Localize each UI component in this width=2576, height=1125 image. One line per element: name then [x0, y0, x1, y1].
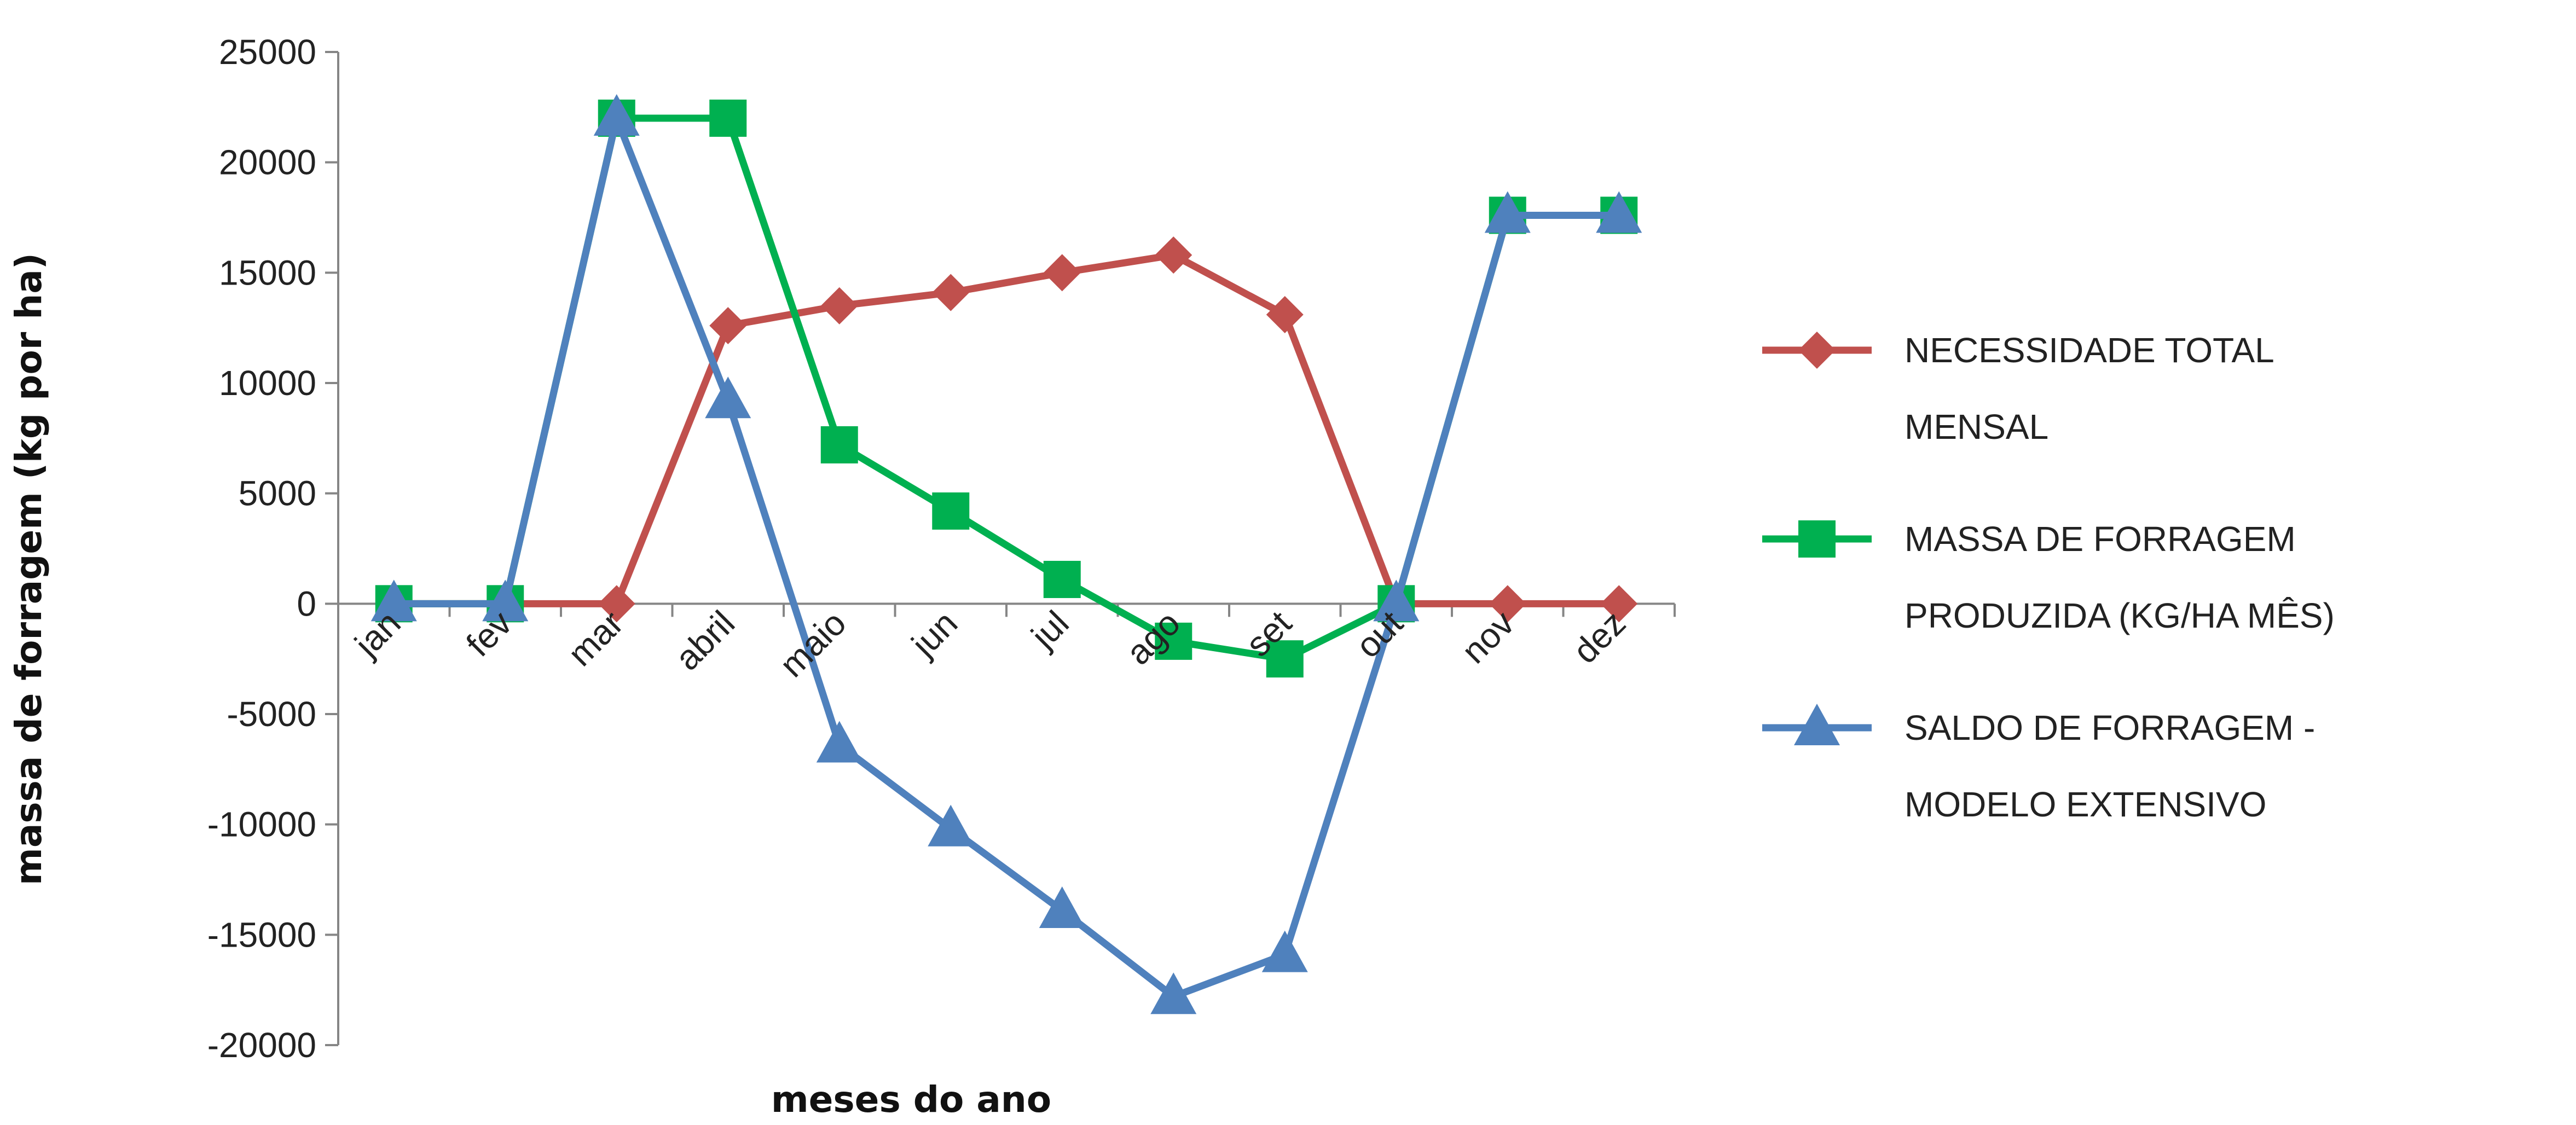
y-tick-label: 0 [297, 584, 316, 623]
legend-label: MODELO EXTENSIVO [1904, 785, 2266, 824]
x-tick-label: jul [1023, 603, 1076, 657]
data-point [1484, 191, 1531, 233]
legend-label: SALDO DE FORRAGEM - [1904, 708, 2315, 747]
data-point [709, 307, 747, 345]
legend-label: MENSAL [1904, 407, 2048, 446]
data-point [1261, 930, 1308, 972]
y-tick-label: -10000 [207, 805, 316, 844]
y-axis-title: massa de forragem (kg por ha) [8, 253, 50, 885]
data-point [705, 376, 751, 419]
data-point [1155, 622, 1193, 660]
series-3 [371, 94, 1642, 1014]
series-group [371, 94, 1642, 1014]
axes [325, 51, 1676, 1046]
data-point [1596, 191, 1642, 233]
data-point [1155, 236, 1193, 274]
data-point [709, 100, 747, 137]
data-point [820, 426, 858, 463]
data-point [820, 287, 858, 324]
data-point [593, 94, 640, 136]
data-point [482, 579, 529, 622]
data-point [816, 721, 862, 763]
legend-marker [1798, 332, 1836, 369]
legend-label: MASSA DE FORRAGEM [1904, 519, 2296, 559]
legend: NECESSIDADE TOTAL MENSAL MASSA DE FORRAGEM… [1762, 330, 2335, 824]
data-point [1043, 560, 1081, 598]
series-line [393, 251, 1619, 607]
data-point [932, 492, 970, 530]
series-2 [375, 100, 1638, 678]
legend-item-2: MASSA DE FORRAGEM PRODUZIDA (KG/HA MÊS) [1762, 519, 2335, 635]
y-tick-label: 25000 [219, 32, 316, 72]
data-point [1600, 585, 1638, 623]
data-point [1266, 640, 1304, 678]
x-tick-label: abril [668, 603, 742, 677]
data-point [1373, 579, 1420, 622]
series-line [393, 114, 1619, 663]
x-axis-title: meses do ano [771, 1078, 1051, 1121]
data-point [1043, 254, 1081, 292]
y-tick-label: 10000 [219, 363, 316, 403]
legend-label: PRODUZIDA (KG/HA MÊS) [1904, 596, 2335, 635]
x-tick-label: jun [903, 603, 965, 665]
data-point [928, 804, 974, 846]
data-point [1266, 295, 1304, 333]
legend-marker [1798, 520, 1836, 558]
legend-item-1: NECESSIDADE TOTAL MENSAL [1762, 330, 2274, 446]
data-point [1039, 886, 1085, 928]
data-point [371, 579, 417, 622]
legend-label: NECESSIDADE TOTAL [1904, 330, 2274, 370]
y-tick-label: 15000 [219, 253, 316, 292]
y-tick-label: 5000 [239, 474, 316, 513]
data-point [1150, 972, 1197, 1014]
data-point [1489, 585, 1526, 623]
data-point [932, 274, 970, 311]
y-tick-label: -5000 [227, 694, 316, 734]
data-point [598, 585, 635, 623]
tick-labels: 25000 20000 15000 10000 5000 0 -5000 -10000 -150… [207, 32, 1633, 1065]
legend-marker [1794, 704, 1840, 745]
y-tick-label: 20000 [219, 143, 316, 182]
legend-item-3: SALDO DE FORRAGEM - MODELO EXTENSIVO [1762, 704, 2315, 824]
y-tick-label: -20000 [207, 1025, 316, 1065]
y-tick-label: -15000 [207, 915, 316, 954]
series-line [393, 114, 1619, 1000]
